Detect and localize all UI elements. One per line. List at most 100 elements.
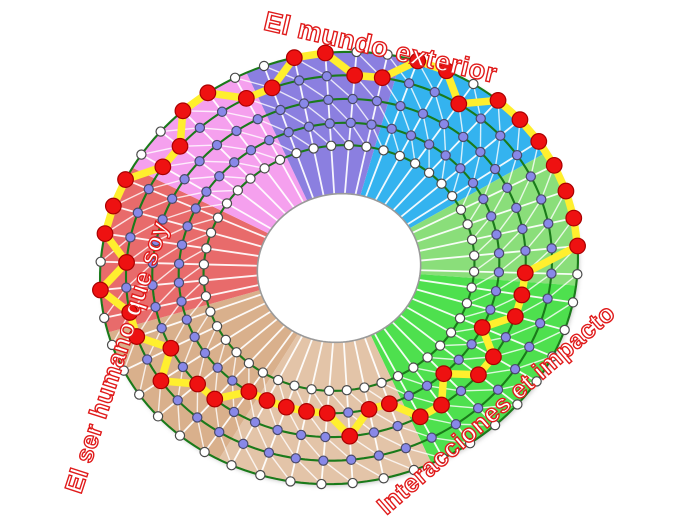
node-ring-4[interactable] (423, 353, 432, 362)
node-ring-4[interactable] (206, 307, 215, 316)
node-highlighted[interactable] (531, 134, 547, 150)
node-ring-2[interactable] (348, 94, 357, 103)
node-highlighted[interactable] (347, 68, 363, 84)
node-ring-4[interactable] (199, 260, 208, 269)
node-highlighted[interactable] (319, 405, 335, 421)
node-ring-3[interactable] (487, 212, 496, 221)
node-ring-1[interactable] (133, 208, 142, 217)
node-ring-4[interactable] (213, 213, 222, 222)
node-ring-4[interactable] (212, 322, 221, 331)
node-ring-1[interactable] (544, 219, 553, 228)
node-highlighted[interactable] (259, 393, 275, 409)
node-ring-1[interactable] (547, 244, 556, 253)
node-ring-0[interactable] (469, 79, 478, 88)
node-ring-4[interactable] (233, 186, 242, 195)
node-ring-2[interactable] (151, 302, 160, 311)
node-ring-4[interactable] (221, 335, 230, 344)
node-highlighted[interactable] (129, 329, 145, 345)
node-highlighted[interactable] (517, 265, 533, 281)
node-ring-2[interactable] (158, 215, 167, 224)
node-ring-1[interactable] (347, 455, 356, 464)
node-ring-1[interactable] (195, 123, 204, 132)
node-highlighted[interactable] (93, 282, 109, 298)
node-ring-0[interactable] (259, 61, 268, 70)
node-ring-0[interactable] (409, 465, 418, 474)
node-highlighted[interactable] (439, 63, 455, 79)
node-ring-3[interactable] (228, 376, 237, 385)
node-ring-4[interactable] (467, 235, 476, 244)
node-ring-0[interactable] (513, 400, 522, 409)
node-ring-4[interactable] (309, 144, 318, 153)
node-highlighted[interactable] (451, 96, 467, 112)
node-highlighted[interactable] (374, 70, 390, 86)
node-ring-3[interactable] (177, 240, 186, 249)
node-ring-1[interactable] (319, 456, 328, 465)
node-ring-3[interactable] (215, 172, 224, 181)
node-ring-1[interactable] (295, 76, 304, 85)
node-highlighted[interactable] (342, 428, 358, 444)
node-ring-1[interactable] (122, 283, 131, 292)
node-ring-1[interactable] (525, 342, 534, 351)
node-ring-4[interactable] (379, 146, 388, 155)
node-highlighted[interactable] (200, 85, 216, 101)
node-highlighted[interactable] (287, 50, 303, 66)
node-ring-0[interactable] (286, 477, 295, 486)
node-ring-1[interactable] (536, 319, 545, 328)
node-ring-0[interactable] (156, 127, 165, 136)
node-ring-4[interactable] (307, 385, 316, 394)
node-ring-2[interactable] (372, 96, 381, 105)
node-ring-4[interactable] (199, 276, 208, 285)
node-ring-0[interactable] (466, 439, 475, 448)
node-ring-0[interactable] (317, 479, 326, 488)
node-ring-3[interactable] (183, 222, 192, 231)
node-ring-4[interactable] (377, 378, 386, 387)
node-ring-4[interactable] (409, 363, 418, 372)
node-ring-3[interactable] (494, 268, 503, 277)
node-highlighted[interactable] (514, 287, 530, 303)
node-ring-2[interactable] (276, 105, 285, 114)
node-ring-3[interactable] (494, 249, 503, 258)
node-highlighted[interactable] (486, 349, 502, 365)
node-ring-2[interactable] (456, 386, 465, 395)
node-highlighted[interactable] (118, 172, 134, 188)
node-ring-1[interactable] (215, 427, 224, 436)
node-ring-3[interactable] (265, 136, 274, 145)
node-ring-4[interactable] (202, 244, 211, 253)
node-highlighted[interactable] (207, 391, 223, 407)
node-ring-4[interactable] (222, 199, 231, 208)
node-ring-0[interactable] (573, 270, 582, 279)
node-ring-3[interactable] (468, 178, 477, 187)
node-ring-3[interactable] (467, 340, 476, 349)
node-ring-3[interactable] (479, 194, 488, 203)
node-ring-3[interactable] (456, 164, 465, 173)
node-highlighted[interactable] (163, 340, 179, 356)
node-highlighted[interactable] (570, 238, 586, 254)
node-ring-3[interactable] (182, 315, 191, 324)
node-ring-3[interactable] (425, 140, 434, 149)
node-ring-2[interactable] (157, 324, 166, 333)
node-ring-1[interactable] (430, 88, 439, 97)
node-ring-2[interactable] (273, 425, 282, 434)
node-ring-4[interactable] (463, 220, 472, 229)
node-ring-2[interactable] (297, 430, 306, 439)
node-ring-1[interactable] (526, 172, 535, 181)
node-highlighted[interactable] (241, 384, 257, 400)
node-ring-3[interactable] (441, 151, 450, 160)
node-ring-2[interactable] (491, 164, 500, 173)
node-highlighted[interactable] (190, 376, 206, 392)
node-ring-4[interactable] (455, 314, 464, 323)
node-ring-2[interactable] (299, 99, 308, 108)
node-highlighted[interactable] (155, 159, 171, 175)
node-ring-3[interactable] (325, 119, 334, 128)
node-highlighted[interactable] (558, 183, 574, 199)
node-ring-4[interactable] (462, 299, 471, 308)
node-ring-4[interactable] (258, 368, 267, 377)
node-ring-2[interactable] (521, 246, 530, 255)
node-ring-4[interactable] (437, 179, 446, 188)
node-ring-2[interactable] (148, 258, 157, 267)
node-ring-4[interactable] (327, 141, 336, 150)
node-ring-0[interactable] (135, 390, 144, 399)
node-ring-1[interactable] (143, 355, 152, 364)
node-ring-4[interactable] (290, 381, 299, 390)
node-highlighted[interactable] (490, 93, 506, 109)
